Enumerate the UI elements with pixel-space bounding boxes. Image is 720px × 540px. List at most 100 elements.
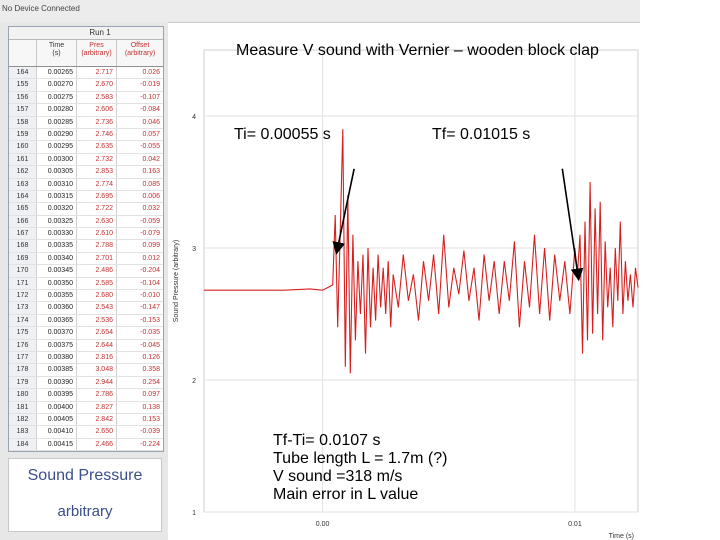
offset-cell: -0.039 [140, 428, 160, 436]
offset-cell: -0.055 [140, 143, 160, 151]
table-row[interactable]: 178 0.00385 3.048 0.358 [9, 364, 163, 377]
table-row[interactable]: 168 0.00335 2.788 0.099 [9, 240, 163, 253]
table-row[interactable]: 171 0.00350 2.585 -0.104 [9, 277, 163, 291]
time-cell: 0.00400 [37, 401, 77, 413]
table-row[interactable]: 176 0.00375 2.644 -0.045 [9, 339, 163, 352]
time-cell: 0.00410 [37, 426, 77, 438]
pressure-series-line [204, 129, 639, 374]
offset-cell: 0.012 [142, 254, 160, 262]
note-line: Main error in L value [273, 486, 419, 503]
table-row[interactable]: 162 0.00305 2.853 0.163 [9, 166, 163, 179]
offset-cell: -0.104 [140, 279, 160, 287]
pres-cell: 2.774 [77, 178, 117, 190]
table-row[interactable]: 161 0.00300 2.732 0.042 [9, 153, 163, 167]
time-cell: 0.00340 [37, 252, 77, 265]
offset-cell: -0.045 [140, 341, 160, 349]
ti-arrow [332, 168, 355, 255]
table-row[interactable]: 165 0.00320 2.722 0.032 [9, 203, 163, 216]
pres-cell: 2.680 [77, 290, 117, 302]
pres-cell: 2.536 [77, 314, 117, 327]
table-row[interactable]: 164 0.00315 2.695 0.006 [9, 190, 163, 204]
pres-cell: 2.695 [77, 190, 117, 203]
table-row[interactable]: 180 0.00395 2.786 0.097 [9, 389, 163, 402]
pres-cell: 2.585 [77, 277, 117, 290]
table-row[interactable]: 174 0.00365 2.536 -0.153 [9, 314, 163, 328]
table-row[interactable]: 160 0.00295 2.635 -0.055 [9, 141, 163, 154]
row-number-cell: 178 [9, 364, 37, 376]
time-cell: 0.00300 [37, 153, 77, 166]
column-header-time[interactable]: Time (s) [37, 40, 77, 66]
offset-cell: -0.153 [140, 316, 160, 324]
table-row[interactable]: 183 0.00410 2.650 -0.039 [9, 426, 163, 439]
sensor-unit: arbitrary [57, 503, 113, 520]
table-row[interactable]: 170 0.00345 2.486 -0.204 [9, 265, 163, 278]
table-row[interactable]: 157 0.00280 2.606 -0.084 [9, 104, 163, 117]
row-number-cell: 164 [9, 67, 37, 79]
table-row[interactable]: 173 0.00360 2.543 -0.147 [9, 302, 163, 315]
row-number-cell: 163 [9, 178, 37, 190]
pres-cell: 2.736 [77, 116, 117, 128]
row-number-cell: 168 [9, 240, 37, 252]
pres-cell: 2.732 [77, 153, 117, 166]
time-cell: 0.00290 [37, 128, 77, 141]
pres-cell: 2.654 [77, 327, 117, 339]
tf-annotation: Tf= 0.01015 s [432, 126, 531, 143]
table-row[interactable]: 163 0.00310 2.774 0.085 [9, 178, 163, 191]
note-line: Tf-Ti= 0.0107 s [273, 432, 381, 449]
pres-cell: 2.786 [77, 389, 117, 401]
row-number-cell: 183 [9, 426, 37, 438]
pres-cell: 2.717 [77, 67, 117, 79]
table-row[interactable]: 156 0.00275 2.583 -0.107 [9, 91, 163, 105]
time-cell: 0.00355 [37, 290, 77, 302]
table-row[interactable]: 166 0.00325 2.630 -0.059 [9, 215, 163, 229]
table-row[interactable]: 179 0.00390 2.944 0.254 [9, 376, 163, 390]
row-number-cell: 181 [9, 401, 37, 413]
row-number-cell: 185 [9, 451, 37, 452]
pres-cell: 3.048 [77, 364, 117, 376]
table-row[interactable]: 181 0.00400 2.827 0.138 [9, 401, 163, 414]
table-row[interactable]: 164 0.00265 2.717 0.026 [9, 67, 163, 80]
pres-cell: 2.944 [77, 376, 117, 389]
row-number-cell: 158 [9, 116, 37, 128]
table-row[interactable]: 158 0.00285 2.736 0.046 [9, 116, 163, 129]
chart-title: Measure V sound with Vernier – wooden bl… [236, 42, 599, 59]
row-number-cell: 167 [9, 228, 37, 240]
column-header-pres[interactable]: Pres (arbitrary) [77, 40, 117, 66]
row-number-cell: 169 [9, 252, 37, 265]
table-row[interactable]: 175 0.00370 2.654 -0.035 [9, 327, 163, 340]
column-header-offset[interactable]: Offset (arbitrary) [124, 42, 156, 57]
time-cell: 0.00420 [37, 451, 77, 452]
table-row[interactable]: 167 0.00330 2.610 -0.079 [9, 228, 163, 241]
time-cell: 0.00380 [37, 351, 77, 364]
table-row[interactable]: 1850.004202.491-0.199 [9, 451, 163, 452]
table-row[interactable]: 172 0.00355 2.680 -0.010 [9, 290, 163, 303]
offset-cell: 0.042 [142, 155, 160, 163]
row-number-cell: 159 [9, 128, 37, 141]
pres-cell: 2.853 [77, 166, 117, 178]
table-row[interactable]: 159 0.00290 2.746 0.057 [9, 128, 163, 142]
row-number-cell: 174 [9, 314, 37, 327]
row-number-cell: 165 [9, 203, 37, 215]
y-tick-label: 4 [192, 114, 196, 121]
table-body: 164 0.00265 2.717 0.026 155 0.00270 2.670 -0.01… [9, 67, 163, 452]
offset-cell: -0.035 [140, 329, 160, 337]
table-row[interactable]: 184 0.00415 2.466 -0.224 [9, 438, 163, 451]
pres-cell: 2.670 [77, 79, 117, 91]
table-row[interactable]: 155 0.00270 2.670 -0.019 [9, 79, 163, 92]
table-row[interactable]: 169 0.00340 2.701 0.012 [9, 252, 163, 266]
row-number-cell: 157 [9, 104, 37, 116]
pres-cell: 2.816 [77, 351, 117, 364]
pres-cell: 2.610 [77, 228, 117, 240]
time-cell: 0.00335 [37, 240, 77, 252]
table-row[interactable]: 177 0.00380 2.816 0.126 [9, 351, 163, 365]
time-cell: 0.00325 [37, 215, 77, 228]
sensor-legend[interactable]: Sound Pressure arbitrary [8, 458, 162, 532]
pres-cell: 2.466 [77, 438, 117, 451]
sound-pressure-chart[interactable]: 1 2 3 4 0.00 0.01 Sound Pressure (arbitrary) Ti… [168, 22, 640, 540]
time-cell: 0.00295 [37, 141, 77, 153]
row-number-cell: 180 [9, 389, 37, 401]
table-row[interactable]: 182 0.00405 2.842 0.153 [9, 413, 163, 427]
data-table[interactable]: Run 1 Time (s) Pres (arbitrary) Offset (… [8, 26, 164, 452]
row-number-cell: 175 [9, 327, 37, 339]
pres-cell: 2.543 [77, 302, 117, 314]
